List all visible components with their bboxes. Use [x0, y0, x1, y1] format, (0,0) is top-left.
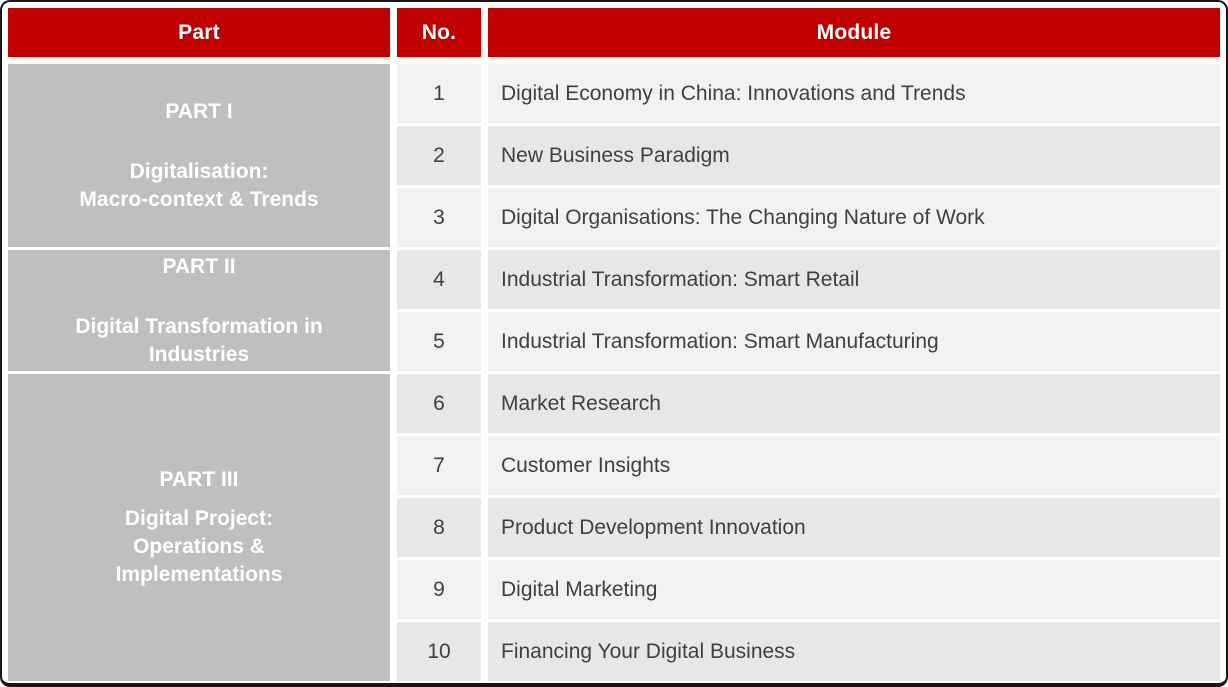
- part-2-title: PART II: [162, 254, 236, 278]
- part-3-subtitle-line-3: Implementations: [115, 563, 283, 586]
- module-title-5: Industrial Transformation: Smart Manufac…: [488, 312, 1220, 371]
- table-header-row: Part No. Module: [8, 8, 1220, 57]
- module-no-6: 6: [397, 374, 481, 433]
- part-3-subtitle-line-2: Operations &: [133, 535, 265, 558]
- part-3-title: PART III: [159, 468, 239, 491]
- module-no-3: 3: [397, 188, 481, 247]
- module-title-2: New Business Paradigm: [488, 126, 1220, 185]
- module-title-4: Industrial Transformation: Smart Retail: [488, 250, 1220, 309]
- part-1-subtitle-line-2: Macro-context & Trends: [79, 187, 319, 211]
- part-1-title: PART I: [165, 99, 233, 123]
- module-no-1: 1: [397, 64, 481, 123]
- header-cell-no: No.: [397, 8, 481, 57]
- module-title-10: Financing Your Digital Business: [488, 622, 1220, 681]
- part-1-subtitle-line-1: Digitalisation:: [129, 159, 269, 183]
- part-cell-3: PART III Digital Project: Operations & I…: [8, 374, 390, 681]
- module-no-5: 5: [397, 312, 481, 371]
- module-no-10: 10: [397, 622, 481, 681]
- header-cell-part: Part: [8, 8, 390, 57]
- module-title-7: Customer Insights: [488, 436, 1220, 495]
- module-title-3: Digital Organisations: The Changing Natu…: [488, 188, 1220, 247]
- part-cell-2: PART II Digital Transformation in Indust…: [8, 250, 390, 371]
- module-no-7: 7: [397, 436, 481, 495]
- module-no-9: 9: [397, 560, 481, 619]
- module-title-1: Digital Economy in China: Innovations an…: [488, 64, 1220, 123]
- part-2-subtitle-line-1: Digital Transformation in: [75, 314, 323, 338]
- module-no-8: 8: [397, 498, 481, 557]
- module-title-8: Product Development Innovation: [488, 498, 1220, 557]
- part-2-subtitle-line-2: Industries: [148, 342, 250, 366]
- header-cell-module: Module: [488, 8, 1220, 57]
- table-content: Part No. Module PART I Digitalisation: M…: [8, 8, 1220, 681]
- part-3-subtitle-line-1: Digital Project:: [124, 507, 274, 530]
- module-no-2: 2: [397, 126, 481, 185]
- part-cell-1: PART I Digitalisation: Macro-context & T…: [8, 64, 390, 247]
- module-title-6: Market Research: [488, 374, 1220, 433]
- module-title-9: Digital Marketing: [488, 560, 1220, 619]
- module-no-4: 4: [397, 250, 481, 309]
- table-body: PART I Digitalisation: Macro-context & T…: [8, 64, 1220, 681]
